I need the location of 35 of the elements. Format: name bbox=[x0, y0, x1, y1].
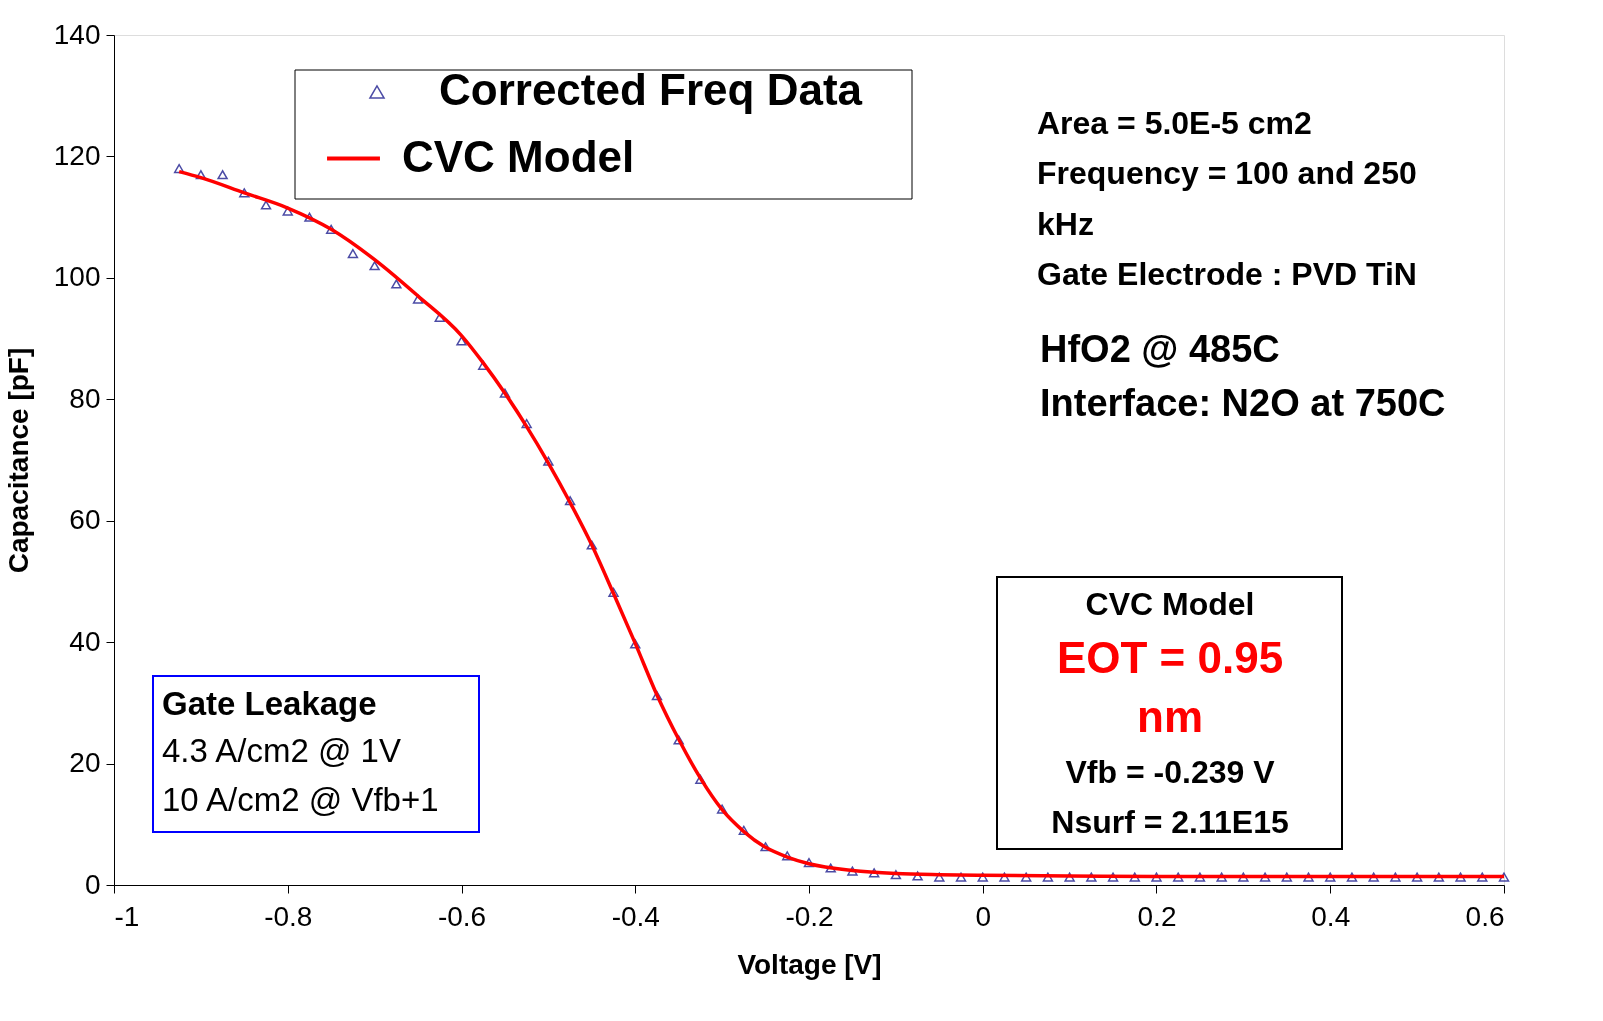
y-tick-label: 20 bbox=[69, 747, 101, 779]
x-tick-label: -0.8 bbox=[264, 900, 313, 932]
y-tick-label: 60 bbox=[69, 504, 101, 536]
annotation: kHz bbox=[1037, 206, 1094, 242]
annotation: EOT = 0.95 bbox=[1056, 633, 1284, 682]
annotation: CVC Model bbox=[1085, 586, 1255, 622]
annotation: HfO2 @ 485C bbox=[1040, 328, 1280, 370]
y-tick-label: 80 bbox=[69, 382, 101, 414]
annotation: Gate Leakage bbox=[162, 685, 377, 722]
annotation: Area = 5.0E-5 cm2 bbox=[1037, 105, 1312, 141]
x-tick-label: -0.2 bbox=[785, 900, 834, 932]
y-tick-label: 0 bbox=[84, 868, 101, 900]
annotation: Interface: N2O at 750C bbox=[1040, 382, 1446, 424]
legend-label: CVC Model bbox=[402, 131, 635, 181]
annotation: Gate Electrode : PVD TiN bbox=[1037, 256, 1417, 292]
x-tick-label: 0.4 bbox=[1311, 900, 1351, 932]
y-tick-label: 100 bbox=[53, 261, 101, 293]
x-tick-label: -1 bbox=[114, 900, 140, 932]
legend-label: Corrected Freq Data bbox=[439, 65, 863, 114]
annotation: Nsurf = 2.11E15 bbox=[1051, 804, 1289, 840]
annotation: Vfb = -0.239 V bbox=[1065, 754, 1276, 790]
x-tick-label: 0.6 bbox=[1465, 900, 1505, 932]
x-axis-title: Voltage [V] bbox=[737, 948, 882, 980]
annotation: 10 A/cm2 @ Vfb+1 bbox=[162, 781, 439, 818]
x-tick-label: 0 bbox=[975, 900, 992, 932]
y-axis-title: Capacitance [pF] bbox=[2, 347, 34, 574]
y-tick-label: 40 bbox=[69, 625, 101, 657]
y-tick-label: 140 bbox=[53, 18, 101, 50]
y-tick-label: 120 bbox=[53, 139, 101, 171]
annotation: Frequency = 100 and 250 bbox=[1037, 155, 1417, 191]
annotation: nm bbox=[1137, 692, 1203, 741]
x-tick-label: 0.2 bbox=[1137, 900, 1177, 932]
annotation: 4.3 A/cm2 @ 1V bbox=[162, 732, 401, 769]
x-tick-label: -0.6 bbox=[437, 900, 487, 932]
x-tick-label: -0.4 bbox=[611, 900, 660, 932]
